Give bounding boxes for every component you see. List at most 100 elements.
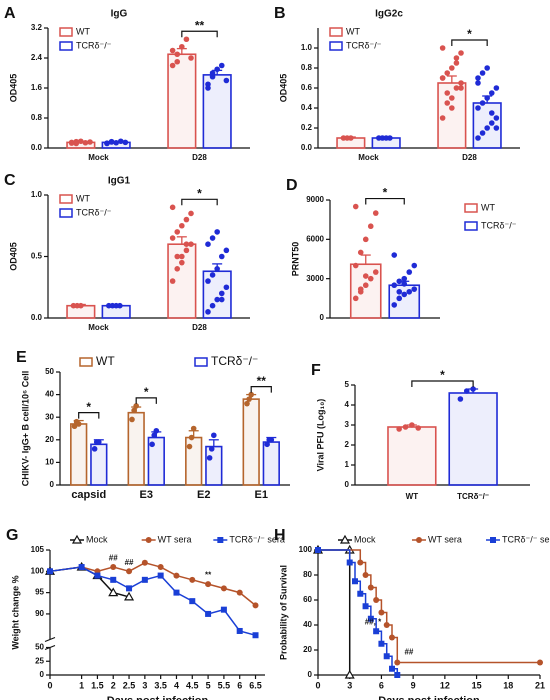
y-tick-label: 3 [345,420,350,429]
data-point [453,85,460,91]
marker [47,568,53,575]
legend-swatch [464,203,478,213]
marker [252,632,259,639]
data-point [188,241,194,247]
x-tick-label: 12 [440,680,450,690]
data-point [179,43,185,50]
data-point [444,70,451,76]
significance-label: * [383,186,388,200]
marker [78,564,85,571]
legend-swatch [59,41,73,51]
marker [124,591,135,601]
data-point [223,284,230,291]
data-point [475,105,481,111]
marker [94,572,101,579]
y-tick-label: 20 [45,435,54,444]
legend-label: TCRδ⁻/⁻ sera [229,534,285,544]
y-tick-label: 0.0 [301,143,313,152]
data-point [391,252,398,258]
legend-label: TCRδ⁻/⁻ [76,40,112,50]
data-point [209,302,216,309]
data-point [458,50,464,56]
y-tick-label: 1.0 [301,43,313,52]
data-point [475,135,481,141]
bar [127,411,145,486]
y-tick-label: 50 [45,367,54,376]
data-point [470,386,476,392]
x-tick-label: E3 [140,489,153,501]
data-point [169,235,176,241]
data-point [206,455,213,461]
y-tick-label: 2 [345,440,350,449]
data-point [458,85,464,91]
data-point [153,427,160,434]
data-point [352,203,359,210]
data-point [406,288,413,295]
axis-break [45,639,55,648]
marker [205,581,212,588]
data-point [396,295,403,302]
y-axis-label: Probability of Survival [278,565,288,660]
x-tick-label: 18 [503,680,513,690]
x-tick-label: 4 [174,680,179,690]
y-tick-label: 0 [50,480,55,489]
y-tick-label: 40 [45,390,54,399]
x-tick-label: 1.5 [91,680,104,690]
panel-title: IgG2c [375,9,403,20]
marker [236,627,243,634]
data-point [169,204,176,211]
data-point [104,140,110,146]
y-tick-label: 5 [345,380,350,389]
y-tick-label: 0.2 [301,123,313,132]
legend-label: WT [76,26,90,36]
y-tick-label: 1.6 [31,83,43,92]
data-point [449,95,455,101]
significance-bracket [135,397,157,404]
x-tick-label: 5 [206,680,211,690]
annotation: ##, * [365,618,382,627]
data-point [186,443,193,450]
marker [394,659,401,666]
panel-letter: D [286,177,298,194]
marker [378,609,385,616]
data-point [415,425,422,431]
legend-label: Mock [354,534,376,544]
data-point [209,235,216,241]
y-axis-label: OD405 [278,74,288,103]
marker [126,568,133,575]
data-point [188,55,194,61]
data-point [131,407,137,414]
data-point [174,51,181,58]
data-point [479,130,486,136]
legend-label: TCRδ⁻/⁻ [211,354,258,368]
data-point [367,275,374,282]
legend-marker [490,537,496,543]
y-tick-label: 0.8 [301,63,313,72]
data-point [190,425,197,432]
data-point [439,75,446,81]
data-point [488,90,495,96]
y-tick-label: 10 [45,458,54,467]
significance-label: * [467,27,472,41]
legend-label: TCRδ⁻/⁻ [76,207,112,217]
marker [389,665,395,672]
data-point [475,75,481,81]
data-point [68,140,75,146]
axis-break-mark [44,636,56,643]
y-tick-label: 95 [35,588,44,597]
y-tick-label: 6000 [306,234,324,243]
x-tick-label: D28 [462,153,477,162]
data-point [348,135,354,141]
legend-swatch [79,357,93,367]
data-point [117,138,124,145]
significance-label: * [86,400,91,414]
panel-letter: C [4,172,16,189]
panel-title: IgG1 [108,176,131,187]
x-tick-label: 6 [379,680,384,690]
data-point [71,423,78,430]
y-tick-label: 0.4 [301,103,313,112]
panel-letter: B [274,5,286,22]
data-point [211,432,217,439]
data-point [449,105,455,111]
